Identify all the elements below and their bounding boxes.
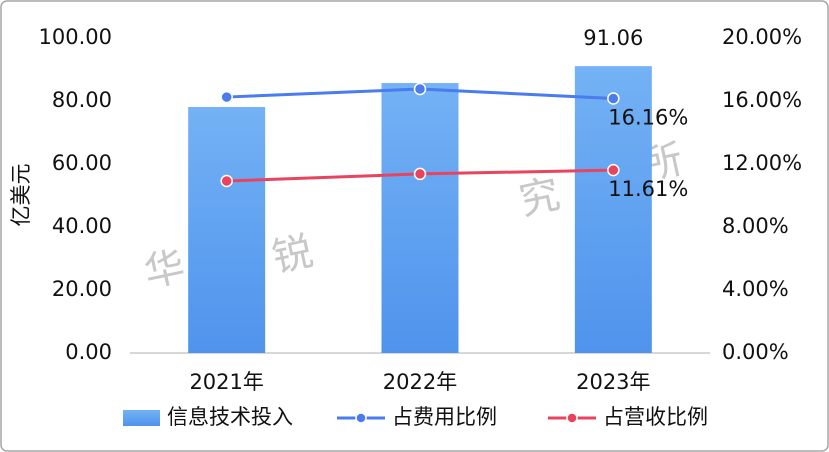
point bbox=[607, 92, 620, 105]
y-axis-label: 亿美元 bbox=[9, 164, 33, 227]
bar bbox=[574, 66, 652, 353]
legend-swatch bbox=[355, 412, 367, 424]
legend-label: 信息技术投入 bbox=[167, 405, 293, 429]
data-label: 16.16% bbox=[608, 105, 688, 129]
watermark: 华 bbox=[140, 243, 189, 296]
point bbox=[220, 90, 233, 104]
point bbox=[220, 174, 233, 188]
point bbox=[607, 163, 620, 177]
bar bbox=[381, 83, 459, 354]
y-tick-label: 100.00 bbox=[39, 25, 112, 49]
y-tick-label: 40.00 bbox=[52, 214, 112, 238]
watermark: 究 bbox=[515, 171, 564, 224]
y2-tick-label: 20.00% bbox=[722, 25, 802, 49]
point bbox=[413, 167, 427, 181]
y2-tick-label: 16.00% bbox=[722, 88, 802, 112]
x-tick-label: 2022年 bbox=[383, 370, 457, 394]
x-tick-label: 2023年 bbox=[576, 370, 650, 394]
legend-swatch bbox=[123, 410, 160, 426]
y2-tick-label: 4.00% bbox=[722, 277, 789, 301]
legend-label: 占费用比例 bbox=[392, 405, 497, 429]
y2-tick-label: 8.00% bbox=[722, 214, 789, 238]
point bbox=[413, 82, 427, 96]
data-label: 11.61% bbox=[608, 177, 688, 201]
y2-tick-label: 12.00% bbox=[722, 151, 802, 175]
bar bbox=[188, 106, 266, 353]
y2-tick-label: 0.00% bbox=[722, 340, 789, 364]
y-tick-label: 20.00 bbox=[52, 277, 112, 301]
legend-swatch bbox=[566, 412, 578, 424]
watermark: 锐 bbox=[268, 228, 317, 281]
legend-label: 占营收比例 bbox=[603, 405, 708, 429]
y-tick-label: 80.00 bbox=[52, 88, 112, 112]
data-label: 91.06 bbox=[583, 26, 643, 50]
y-tick-label: 0.00 bbox=[65, 340, 112, 364]
x-tick-label: 2021年 bbox=[189, 370, 263, 394]
y-tick-label: 60.00 bbox=[52, 151, 112, 175]
